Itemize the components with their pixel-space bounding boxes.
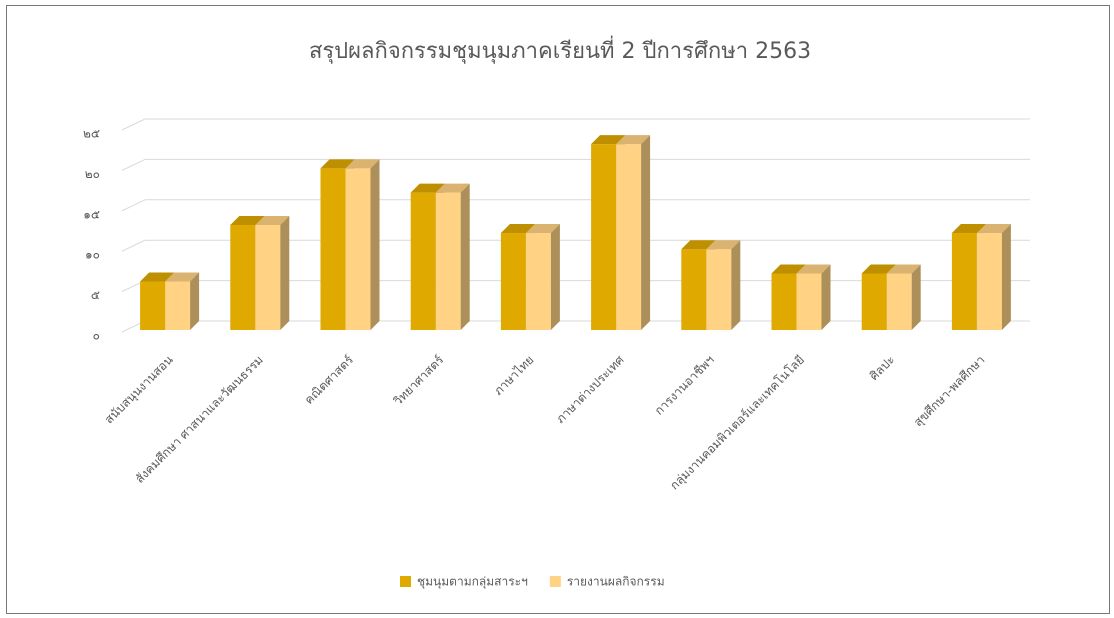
legend-label: รายงานผลกิจกรรม: [567, 575, 665, 589]
bar-front: [320, 168, 346, 330]
y-tick-label: ๒๕: [83, 127, 100, 141]
grid-line-depth: [121, 199, 146, 212]
bar-side: [1001, 224, 1011, 330]
bar-front: [616, 144, 642, 330]
y-tick-label: ๑๕: [83, 207, 100, 221]
x-tick-label: ภาษาไทย: [491, 353, 536, 398]
x-tick-label: สุขศึกษา-พลศึกษา: [911, 353, 988, 430]
bar-side: [821, 264, 831, 330]
x-tick-label: สนับสนุนงานสอน: [102, 353, 177, 428]
grid-line-depth: [121, 158, 146, 171]
bar-front: [345, 168, 371, 330]
x-tick-label-group: ศิลปะ: [867, 353, 897, 383]
bar-front: [976, 233, 1002, 330]
x-tick-label: คณิตศาสตร์: [302, 352, 357, 407]
chart-title: สรุปผลกิจกรรมชุมนุมภาคเรียนที่ 2 ปีการศึ…: [309, 35, 811, 64]
x-tick-label-group: วิทยาศาสตร์: [391, 352, 447, 408]
bar-front: [165, 281, 191, 330]
bar-top: [886, 264, 921, 274]
bar-front: [771, 273, 797, 330]
bar-top: [706, 240, 741, 250]
x-tick-label-group: สนับสนุนงานสอน: [102, 353, 177, 428]
x-tick-label-group: ภาษาไทย: [491, 353, 536, 398]
bar-top: [500, 224, 535, 234]
bar-front: [591, 144, 617, 330]
bar-top: [345, 159, 380, 169]
legend-label: ชุมนุมตามกลุ่มสาระฯ: [417, 575, 528, 590]
bar-front: [706, 249, 732, 330]
bar-top: [165, 272, 200, 282]
bar-top: [255, 215, 290, 225]
bar-front: [255, 224, 281, 330]
bar-side: [280, 215, 290, 330]
bar-side: [190, 272, 200, 330]
bar-front: [410, 192, 436, 330]
x-tick-label: ภาษาต่างประเทศ: [553, 352, 627, 426]
bar-front: [500, 233, 526, 330]
bar-top: [591, 135, 626, 145]
bar-top: [951, 224, 986, 234]
bar-side: [550, 224, 560, 330]
x-tick-label-group: ภาษาต่างประเทศ: [553, 352, 627, 426]
legend-swatch: [549, 576, 561, 587]
bar-top: [681, 240, 716, 250]
bar-side: [641, 135, 651, 330]
bar-front: [525, 233, 551, 330]
bar-top: [771, 264, 806, 274]
bar-front: [230, 224, 256, 330]
bar-front: [140, 281, 166, 330]
x-tick-label: ศิลปะ: [867, 353, 897, 383]
bar-side: [460, 183, 470, 330]
bar-side: [731, 240, 741, 330]
y-tick-label: ๑๐: [85, 248, 100, 262]
legend-swatch: [400, 576, 411, 587]
bar-front: [951, 233, 977, 330]
x-tick-label: การงานอาชีพฯ: [652, 353, 717, 418]
x-tick-label-group: คณิตศาสตร์: [302, 352, 357, 407]
y-tick-label: ๕: [91, 288, 100, 302]
bar-front: [435, 192, 461, 330]
grid-line-depth: [121, 239, 146, 252]
y-tick-label: ๒๐: [85, 167, 100, 181]
x-tick-label-group: การงานอาชีพฯ: [652, 353, 717, 418]
bar-top: [861, 264, 896, 274]
bar-front: [886, 273, 912, 330]
bar-side: [911, 264, 921, 330]
bar-top: [320, 159, 355, 169]
bar-top: [796, 264, 831, 274]
bar-top: [435, 183, 470, 193]
bar-front: [796, 273, 822, 330]
bar-top: [976, 224, 1011, 234]
bar-top: [525, 224, 560, 234]
bar-top: [230, 215, 265, 225]
bar-side: [370, 159, 380, 330]
y-tick-label: ๐: [93, 329, 100, 343]
bar-top: [140, 272, 175, 282]
bar-top: [410, 183, 445, 193]
x-tick-label-group: สุขศึกษา-พลศึกษา: [911, 353, 988, 430]
bar-top: [616, 135, 651, 145]
bar-front: [681, 249, 707, 330]
x-tick-label: วิทยาศาสตร์: [391, 352, 447, 408]
grid-line-depth: [121, 118, 146, 131]
bar-front: [861, 273, 887, 330]
